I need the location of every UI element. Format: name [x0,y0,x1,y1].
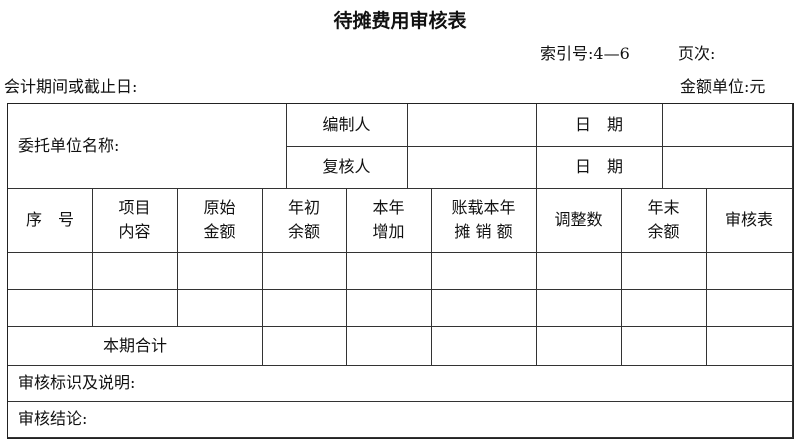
total-cell[interactable] [621,326,707,366]
table-cell[interactable] [92,289,178,327]
date-label: 日 期 [536,104,663,147]
reviewer-date-field[interactable] [662,146,793,189]
total-cell[interactable] [706,326,793,366]
table-cell[interactable] [706,289,793,327]
table-cell[interactable] [431,289,537,327]
date-label: 日 期 [536,146,663,189]
column-header: 年末 余额 [621,188,707,253]
column-header: 账载本年 摊 销 额 [431,188,537,253]
column-header: 序 号 [8,188,93,253]
table-cell[interactable] [536,252,622,290]
table-cell[interactable] [177,289,263,327]
page-title: 待摊费用审核表 [333,10,467,32]
table-border [7,103,794,439]
column-header: 审核表 [706,188,793,253]
total-cell[interactable] [262,326,347,366]
total-cell[interactable] [536,326,622,366]
column-header: 原始 金额 [177,188,263,253]
column-header: 项目 内容 [92,188,178,253]
column-header: 年初 余额 [262,188,347,253]
table-cell[interactable] [262,252,347,290]
preparer-label: 编制人 [286,104,408,147]
preparer-field[interactable] [407,104,537,147]
table-cell[interactable] [346,252,432,290]
table-cell[interactable] [92,252,178,290]
index-number: 索引号:4—6 [540,44,630,63]
period-label: 会计期间或截止日: [4,77,138,96]
page-number: 页次: [678,44,716,63]
column-header: 本年 增加 [346,188,432,253]
table-cell[interactable] [8,252,93,290]
total-label: 本期合计 [8,326,263,366]
preparer-date-field[interactable] [662,104,793,147]
table-cell[interactable] [8,289,93,327]
table-cell[interactable] [346,289,432,327]
total-cell[interactable] [346,326,432,366]
column-header: 调整数 [536,188,622,253]
table-cell[interactable] [536,289,622,327]
table-cell[interactable] [706,252,793,290]
total-cell[interactable] [431,326,537,366]
table-cell[interactable] [621,289,707,327]
reviewer-field[interactable] [407,146,537,189]
table-cell[interactable] [177,252,263,290]
notes-label: 审核标识及说明: [8,365,793,402]
table-cell[interactable] [262,289,347,327]
unit-label: 金额单位:元 [680,77,766,96]
table-cell[interactable] [621,252,707,290]
reviewer-label: 复核人 [286,146,408,189]
table-cell[interactable] [431,252,537,290]
